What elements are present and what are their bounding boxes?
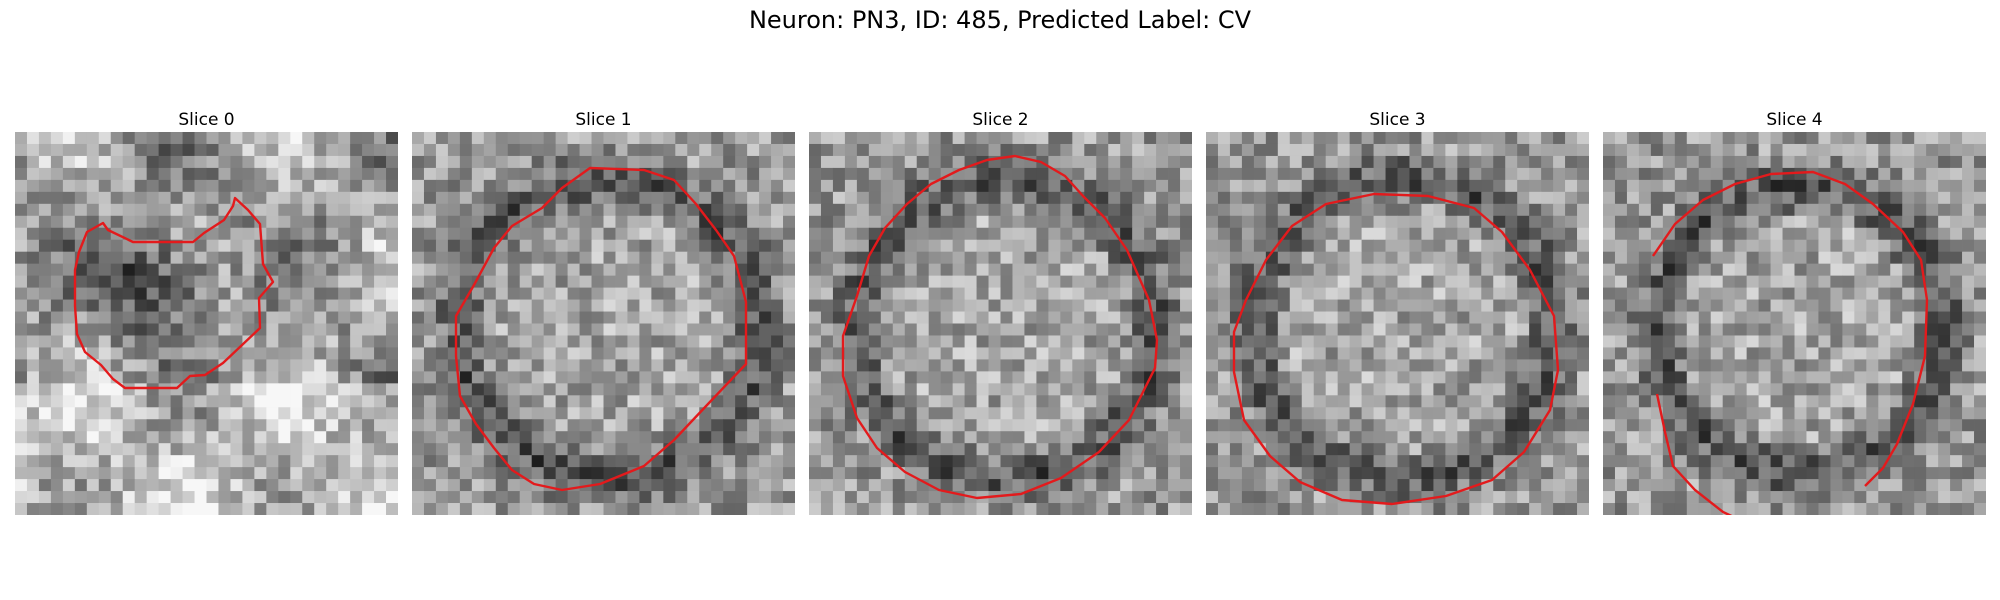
cell-contour [454,166,748,492]
slice-panel-2: Slice 2 [809,108,1192,515]
slice-panel-0: Slice 0 [15,108,398,515]
slice-title: Slice 1 [575,110,632,130]
slice-panel-1: Slice 1 [412,108,795,515]
slice-image [412,132,795,515]
cell-contour [1652,170,1929,487]
slice-title: Slice 3 [1369,110,1426,130]
slice-image [1603,132,1986,515]
slice-panel-3: Slice 3 [1206,108,1589,515]
slice-image [809,132,1192,515]
slice-title: Slice 0 [178,110,235,130]
slice-image [1206,132,1589,515]
cell-contour [1655,393,1733,515]
slice-title: Slice 2 [972,110,1029,130]
cell-contour [1232,192,1560,506]
cell-contour [841,154,1159,500]
cell-contour [73,196,275,390]
slice-panel-4: Slice 4 [1603,108,1986,515]
figure-title: Neuron: PN3, ID: 485, Predicted Label: C… [748,6,1252,34]
slice-image [15,132,398,515]
slice-title: Slice 4 [1766,110,1823,130]
